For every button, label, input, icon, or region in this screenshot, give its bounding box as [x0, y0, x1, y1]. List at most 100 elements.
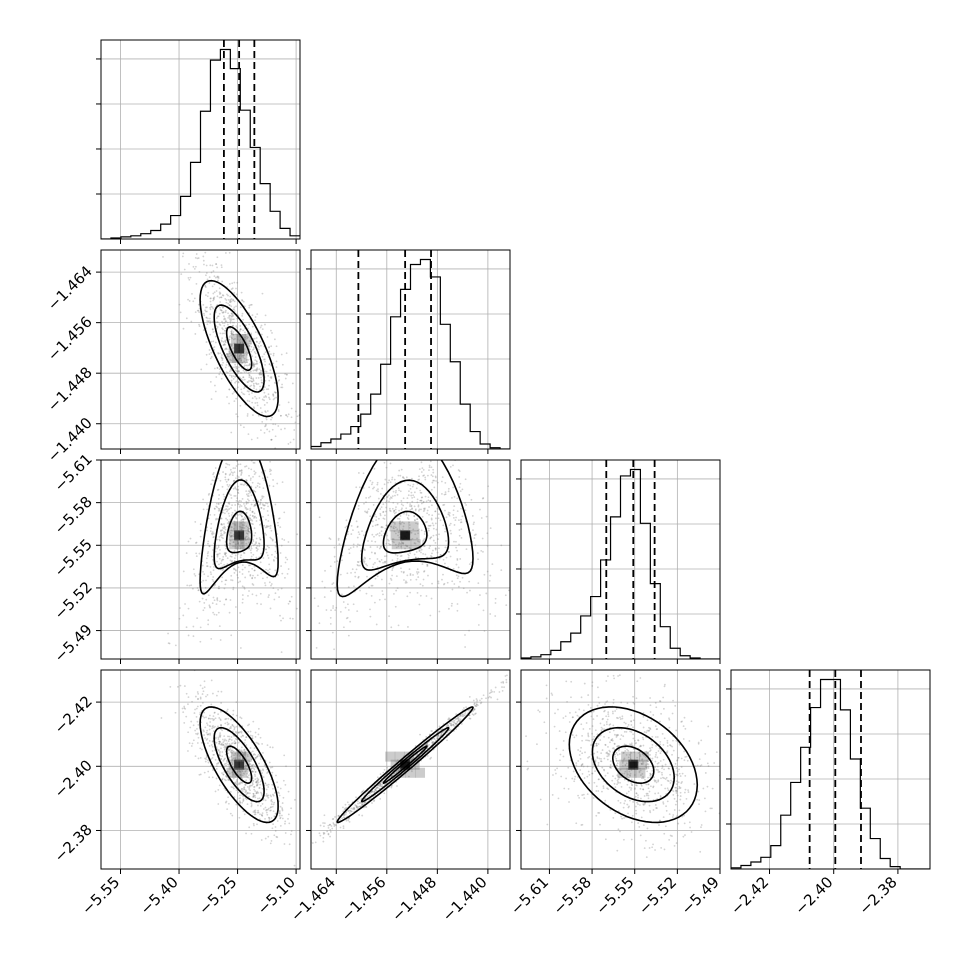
- sample-point: [223, 329, 226, 332]
- y-tick-label: −1.448: [44, 363, 96, 415]
- sample-point: [242, 318, 245, 321]
- sample-point: [226, 396, 228, 398]
- y-tick-label: −5.55: [51, 535, 96, 580]
- sample-point: [223, 763, 226, 766]
- sample-point: [220, 296, 222, 299]
- sample-point: [393, 510, 395, 513]
- sample-point: [248, 590, 250, 592]
- sample-point: [224, 583, 227, 586]
- sample-point: [426, 474, 429, 477]
- sample-point: [237, 491, 239, 494]
- sample-point: [237, 791, 240, 794]
- sample-point: [196, 742, 199, 744]
- sample-point: [242, 798, 245, 801]
- sample-point: [228, 743, 231, 745]
- sample-point: [238, 797, 241, 800]
- sample-point: [233, 306, 236, 309]
- sample-point: [254, 331, 257, 334]
- sample-point: [347, 817, 350, 820]
- sample-point: [420, 499, 423, 502]
- sample-point: [219, 750, 221, 753]
- sample-point: [269, 524, 272, 527]
- density-cell: [234, 539, 245, 550]
- sample-point: [346, 533, 349, 536]
- sample-point: [230, 555, 233, 558]
- sample-point: [465, 504, 467, 506]
- sample-point: [468, 580, 471, 583]
- sample-point: [265, 551, 268, 554]
- sample-point: [487, 696, 490, 699]
- sample-point: [620, 701, 623, 704]
- sample-point: [423, 538, 426, 540]
- sample-point: [226, 721, 229, 724]
- sample-point: [474, 704, 476, 707]
- sample-point: [457, 719, 460, 722]
- sample-point: [274, 550, 277, 553]
- sample-point: [299, 455, 301, 457]
- sample-point: [228, 474, 231, 476]
- sample-point: [262, 769, 265, 772]
- sample-point: [224, 311, 227, 314]
- sample-point: [357, 802, 359, 805]
- sample-point: [219, 308, 222, 311]
- sample-point: [245, 502, 248, 505]
- sample-point: [227, 748, 230, 751]
- sample-point: [212, 569, 215, 572]
- sample-point: [214, 758, 217, 761]
- sample-point: [265, 396, 268, 398]
- sample-point: [245, 765, 248, 767]
- sample-point: [260, 603, 262, 606]
- sample-point: [251, 542, 253, 545]
- sample-point: [228, 388, 231, 391]
- sample-point: [197, 303, 200, 306]
- sample-point: [344, 813, 347, 816]
- sample-point: [209, 308, 212, 311]
- sample-point: [388, 428, 390, 430]
- sample-point: [348, 552, 351, 555]
- sample-point: [433, 738, 436, 741]
- sample-point: [504, 594, 507, 597]
- sample-point: [241, 573, 244, 575]
- sample-point: [246, 353, 248, 356]
- sample-point: [377, 488, 379, 491]
- sample-point: [606, 718, 609, 721]
- sample-point: [441, 476, 444, 479]
- sample-point: [242, 355, 245, 357]
- sample-point: [574, 711, 577, 714]
- sample-point: [229, 555, 232, 558]
- sample-point: [574, 775, 577, 778]
- sample-point: [229, 295, 232, 298]
- sample-point: [384, 527, 387, 530]
- sample-point: [243, 354, 245, 356]
- sample-point: [267, 786, 270, 788]
- sample-point: [224, 544, 227, 546]
- sample-point: [442, 583, 445, 586]
- sample-point: [428, 513, 430, 516]
- sample-point: [251, 349, 254, 351]
- sample-point: [239, 424, 242, 427]
- sample-point: [455, 728, 458, 730]
- sample-point: [199, 756, 202, 759]
- sample-point: [251, 783, 254, 786]
- sample-point: [462, 587, 465, 590]
- sample-point: [323, 832, 326, 835]
- sample-point: [414, 519, 416, 522]
- sample-point: [218, 585, 220, 588]
- sample-point: [262, 752, 264, 754]
- sample-point: [221, 357, 224, 360]
- sample-point: [257, 811, 260, 814]
- sample-point: [374, 561, 376, 564]
- sample-point: [447, 550, 450, 553]
- sample-point: [261, 787, 264, 790]
- sample-point: [253, 337, 256, 340]
- sample-point: [244, 752, 246, 754]
- sample-point: [257, 344, 260, 347]
- sample-point: [220, 743, 223, 746]
- sample-point: [425, 521, 427, 524]
- sample-point: [270, 537, 273, 540]
- sample-point: [223, 758, 226, 761]
- sample-point: [268, 346, 271, 348]
- sample-point: [231, 392, 234, 395]
- sample-point: [429, 460, 432, 463]
- sample-point: [240, 433, 242, 435]
